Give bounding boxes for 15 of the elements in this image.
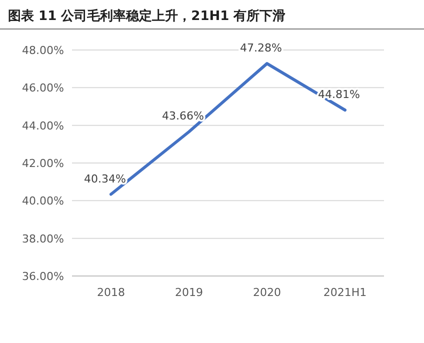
y-tick-label: 44.00% <box>22 119 64 132</box>
y-tick-label: 48.00% <box>22 44 64 57</box>
x-tick-label: 2018 <box>97 286 125 299</box>
chart-title: 图表 11 公司毛利率稳定上升，21H1 有所下滑 <box>8 8 286 24</box>
y-tick-label: 40.00% <box>22 194 64 208</box>
y-tick-label: 36.00% <box>22 270 64 283</box>
text: 43.66% <box>162 110 204 123</box>
x-tick-label: 2019 <box>175 286 203 299</box>
y-tick-label: 46.00% <box>22 82 64 95</box>
y-tick-label: 38.00% <box>22 232 64 246</box>
text: 47.28% <box>240 42 282 55</box>
y-tick-label: 42.00% <box>22 157 64 170</box>
x-tick-label: 2020 <box>253 286 281 299</box>
text: 40.34% <box>84 172 126 186</box>
x-tick-label: 2021H1 <box>323 286 367 299</box>
